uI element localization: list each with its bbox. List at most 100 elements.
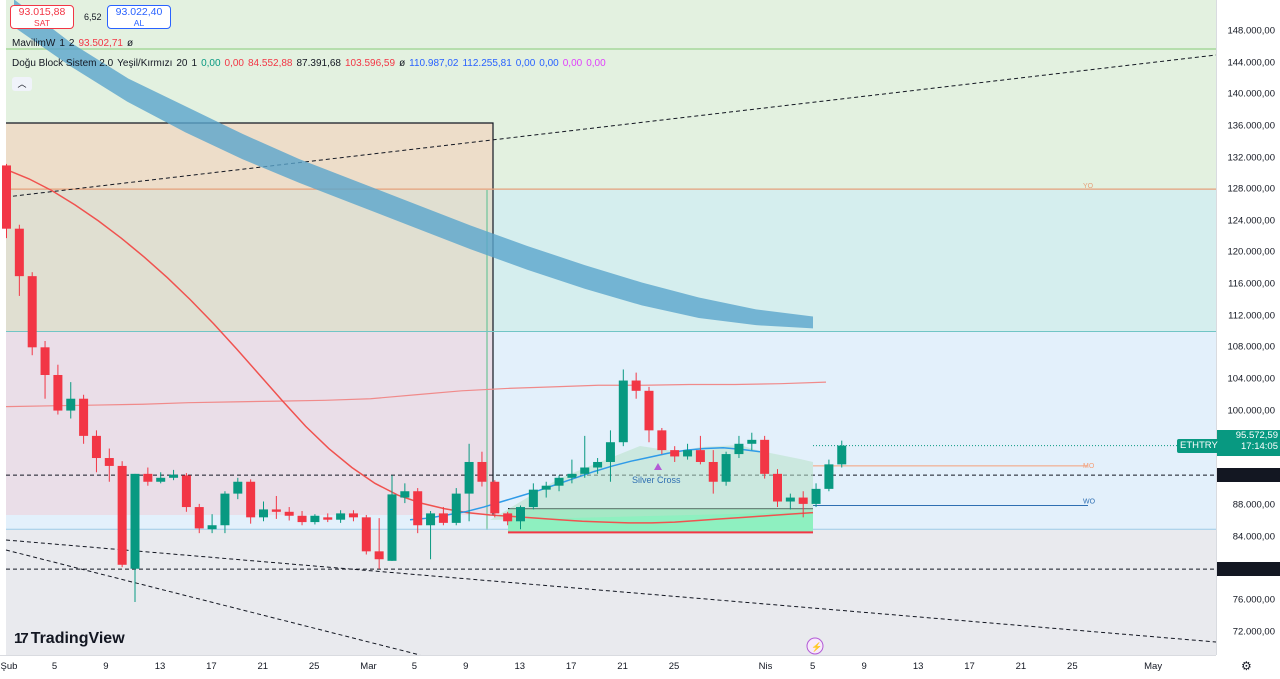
candle	[541, 481, 551, 498]
time-tick-label: 9	[463, 661, 469, 672]
price-chart[interactable]: YO MO WO Silver Cross ⚡	[0, 0, 1216, 655]
buy-price: 93.022,40	[115, 6, 163, 18]
price-tick-label: 128.000,00	[1227, 183, 1275, 195]
candle-body	[490, 481, 500, 514]
candle-body	[413, 491, 423, 526]
candle-body	[438, 513, 448, 523]
candle	[246, 479, 256, 524]
mo-label: MO	[1083, 463, 1095, 470]
time-axis[interactable]: Şub 5 9 13 17 21 25 Mar 5 9 13 17 21 25 Nis 5 9 13 17 21 25 M…	[0, 655, 1216, 679]
price-tick-label: 140.000,00	[1227, 88, 1275, 100]
candle	[516, 505, 525, 530]
settings-gear-icon[interactable]: ⚙	[1241, 659, 1252, 673]
legend-item: 2	[68, 38, 75, 49]
time-tick-label: 17	[206, 661, 217, 672]
candle	[130, 473, 140, 602]
legend-item: 84.552,88	[248, 58, 293, 69]
candle-body	[605, 442, 615, 462]
candle	[721, 451, 731, 486]
time-tick-label: 21	[1015, 661, 1027, 672]
candle-body	[541, 485, 551, 490]
candle-body	[618, 380, 628, 443]
candle-body	[773, 473, 782, 502]
candle-body	[117, 465, 127, 565]
yo-label: YO	[1083, 183, 1094, 190]
candle	[271, 495, 281, 519]
time-tick-label: 9	[103, 661, 109, 672]
time-tick-label: 13	[912, 661, 924, 672]
time-tick-label: 21	[257, 661, 269, 672]
candle	[657, 427, 667, 455]
candle-body	[670, 450, 680, 457]
candle	[773, 469, 782, 508]
collapse-legend-button[interactable]: ︿	[12, 77, 32, 91]
price-tick-label: 88.000,00	[1232, 499, 1275, 511]
sell-label: SAT	[34, 18, 50, 28]
price-tick-label: 72.000,00	[1232, 626, 1275, 638]
candle	[798, 491, 808, 518]
price-tick-label: 124.000,00	[1227, 215, 1275, 227]
candle	[824, 459, 834, 492]
candle-body	[374, 551, 384, 560]
level-flag-91842	[1217, 468, 1280, 483]
spread-value: 6,52	[84, 12, 102, 22]
legend-item: Doğu Block Sistem 2.0	[12, 58, 114, 69]
candle	[323, 513, 333, 523]
price-tick-label: 112.000,00	[1228, 310, 1275, 322]
candle-body	[91, 435, 101, 459]
time-tick-label: 13	[514, 661, 526, 672]
candle	[413, 488, 423, 534]
candle-body	[181, 475, 191, 508]
candle	[310, 514, 320, 525]
sell-button[interactable]: 93.015,88 SAT	[10, 5, 74, 29]
legend-item: 0,00	[539, 58, 559, 69]
buy-button[interactable]: 93.022,40 AL	[107, 5, 171, 29]
candle	[181, 473, 191, 512]
candle	[79, 394, 89, 444]
candle	[426, 511, 436, 560]
legend-item: 0,00	[224, 58, 244, 69]
time-tick-label: Nis	[758, 661, 773, 672]
upper-trendline	[5, 54, 1216, 198]
candle-body	[657, 430, 667, 451]
candle-body	[284, 511, 294, 516]
time-tick-label: 9	[861, 661, 867, 672]
price-tick-label: 132.000,00	[1227, 152, 1275, 164]
candle	[40, 340, 50, 399]
candle	[284, 507, 294, 521]
candle	[811, 483, 821, 508]
time-tick-label: 25	[308, 661, 320, 672]
candle-body	[477, 461, 487, 482]
candle-body	[310, 515, 320, 523]
candle	[220, 491, 230, 534]
candle	[503, 511, 513, 526]
price-tick-label: 148.000,00	[1227, 25, 1275, 37]
candle-body	[824, 464, 834, 489]
price-axis[interactable]: 72.000,0076.000,0080.000,0084.000,0088.0…	[1216, 0, 1280, 655]
candle-body	[323, 517, 333, 520]
mavilim-fill	[490, 445, 813, 520]
candle-body	[721, 454, 731, 482]
candle	[554, 475, 564, 492]
candle	[194, 503, 204, 534]
candle	[734, 435, 744, 459]
candle	[451, 488, 461, 526]
time-tick-label: 5	[51, 661, 58, 672]
lightning-badge	[806, 637, 824, 655]
price-tick-label: 116.000,00	[1228, 278, 1275, 290]
candle	[2, 163, 11, 239]
candle	[477, 451, 487, 487]
price-tick-label: 120.000,00	[1227, 246, 1275, 258]
candle	[14, 224, 24, 296]
legend-mavilimw[interactable]: MavilimW 1 2 93.502,71 ø	[12, 38, 137, 49]
candle-body	[683, 450, 693, 457]
time-tick-label: May	[1144, 661, 1163, 672]
legend-dogu-block[interactable]: Doğu Block Sistem 2.0 Yeşil/Kırmızı 20 1 0,0…	[12, 58, 610, 69]
tradingview-logo: 17 TradingView	[14, 630, 125, 648]
candle-body	[593, 461, 603, 468]
candle-body	[297, 515, 307, 523]
candle	[438, 507, 448, 526]
time-tick-label: 13	[154, 661, 166, 672]
lower-trendline	[5, 539, 1216, 643]
price-tick-label: 84.000,00	[1232, 531, 1275, 543]
